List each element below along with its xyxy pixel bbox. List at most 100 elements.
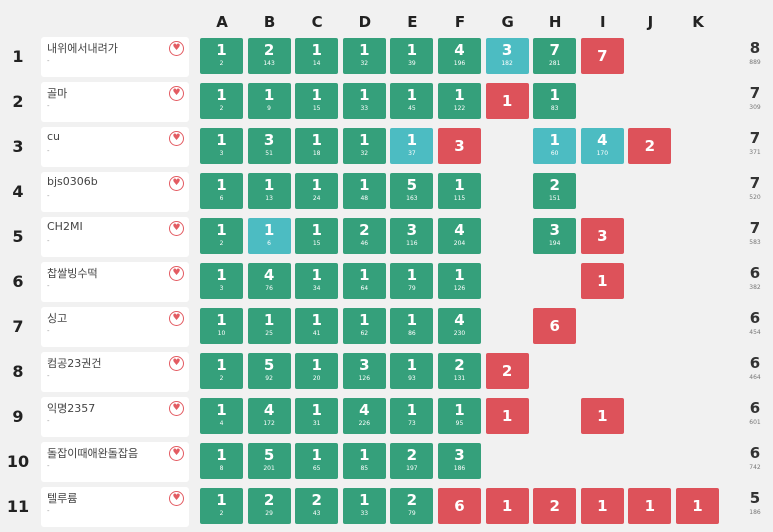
column-header-h[interactable]: H [548, 13, 562, 31]
team-name[interactable]: CH2MI [47, 220, 83, 233]
heart-icon[interactable]: ♥ [169, 266, 184, 281]
problem-cell-e[interactable]: 2 79 [390, 488, 434, 524]
team-name[interactable]: cu [47, 130, 61, 143]
problem-cell-f[interactable]: 3 186 [438, 443, 481, 479]
problem-cell-f[interactable]: 4 230 [438, 308, 481, 344]
problem-cell-h[interactable]: 1 60 [533, 128, 577, 164]
problem-cell-d[interactable]: 1 33 [342, 488, 386, 524]
heart-icon[interactable]: ♥ [169, 446, 184, 461]
team-card[interactable]: 골마 - ♥ [41, 82, 189, 122]
heart-icon[interactable]: ♥ [169, 86, 184, 101]
team-name[interactable]: 내위에서내려가 [47, 42, 118, 55]
problem-cell-h[interactable]: 3 194 [533, 218, 577, 254]
heart-icon[interactable]: ♥ [169, 401, 184, 416]
problem-cell-c[interactable]: 1 41 [295, 308, 339, 344]
problem-cell-b[interactable]: 5 92 [247, 353, 291, 389]
problem-cell-e[interactable]: 5 163 [390, 173, 434, 209]
problem-cell-e[interactable]: 1 39 [390, 38, 434, 74]
problem-cell-c[interactable]: 1 15 [295, 218, 339, 254]
problem-cell-c[interactable]: 1 65 [295, 443, 339, 479]
problem-cell-c[interactable]: 1 31 [295, 398, 339, 434]
problem-cell-i[interactable]: 7 [580, 38, 624, 74]
team-card[interactable]: 익명2357 - ♥ [41, 397, 189, 437]
column-header-i[interactable]: I [600, 13, 606, 31]
team-card[interactable]: 찹쌀빙수떡 - ♥ [41, 262, 189, 302]
column-header-d[interactable]: D [358, 13, 372, 31]
problem-cell-d[interactable]: 1 33 [342, 83, 386, 119]
problem-cell-b[interactable]: 4 172 [247, 398, 291, 434]
problem-cell-i[interactable]: 1 [580, 398, 624, 434]
team-card[interactable]: 내위에서내려가 - ♥ [41, 37, 189, 77]
problem-cell-i[interactable]: 1 [580, 488, 624, 524]
heart-icon[interactable]: ♥ [169, 491, 184, 506]
team-card[interactable]: 싱고 - ♥ [41, 307, 189, 347]
problem-cell-b[interactable]: 3 51 [247, 128, 291, 164]
problem-cell-h[interactable]: 6 [533, 308, 577, 344]
problem-cell-h[interactable]: 2 151 [533, 173, 577, 209]
problem-cell-e[interactable]: 1 45 [390, 83, 434, 119]
column-header-k[interactable]: K [692, 13, 704, 31]
column-header-a[interactable]: A [216, 13, 228, 31]
team-card[interactable]: 컴공23권건 - ♥ [41, 352, 189, 392]
column-header-f[interactable]: F [454, 13, 466, 31]
problem-cell-c[interactable]: 1 15 [295, 83, 339, 119]
problem-cell-f[interactable]: 1 95 [438, 398, 481, 434]
heart-icon[interactable]: ♥ [169, 311, 184, 326]
problem-cell-b[interactable]: 4 76 [247, 263, 291, 299]
problem-cell-e[interactable]: 1 86 [390, 308, 434, 344]
problem-cell-c[interactable]: 1 34 [295, 263, 339, 299]
problem-cell-b[interactable]: 5 201 [247, 443, 291, 479]
column-header-e[interactable]: E [407, 13, 418, 31]
problem-cell-f[interactable]: 6 [438, 488, 481, 524]
problem-cell-h[interactable]: 7 281 [533, 38, 577, 74]
team-name[interactable]: 텔루륨 [47, 492, 78, 505]
problem-cell-d[interactable]: 1 32 [342, 38, 386, 74]
problem-cell-a[interactable]: 1 10 [200, 308, 243, 344]
problem-cell-f[interactable]: 1 115 [438, 173, 481, 209]
problem-cell-g[interactable]: 2 [485, 353, 529, 389]
team-card[interactable]: CH2MI - ♥ [41, 217, 189, 257]
problem-cell-b[interactable]: 1 13 [247, 173, 291, 209]
problem-cell-e[interactable]: 1 37 [390, 128, 434, 164]
problem-cell-g[interactable]: 1 [485, 488, 529, 524]
problem-cell-c[interactable]: 1 18 [295, 128, 339, 164]
problem-cell-b[interactable]: 2 143 [247, 38, 291, 74]
problem-cell-i[interactable]: 1 [580, 263, 624, 299]
problem-cell-h[interactable]: 1 83 [533, 83, 577, 119]
problem-cell-g[interactable]: 1 [485, 83, 529, 119]
column-header-b[interactable]: B [263, 13, 276, 31]
heart-icon[interactable]: ♥ [169, 41, 184, 56]
team-name[interactable]: 익명2357 [47, 402, 96, 415]
problem-cell-c[interactable]: 1 24 [295, 173, 339, 209]
problem-cell-g[interactable]: 3 182 [485, 38, 529, 74]
column-header-g[interactable]: G [501, 13, 514, 31]
team-name[interactable]: 컴공23권건 [47, 357, 102, 370]
problem-cell-d[interactable]: 2 46 [342, 218, 386, 254]
column-header-c[interactable]: C [311, 13, 323, 31]
heart-icon[interactable]: ♥ [169, 176, 184, 191]
problem-cell-d[interactable]: 1 64 [342, 263, 386, 299]
team-card[interactable]: bjs0306b - ♥ [41, 172, 189, 212]
problem-cell-f[interactable]: 3 [438, 128, 481, 164]
problem-cell-e[interactable]: 2 197 [390, 443, 434, 479]
problem-cell-f[interactable]: 4 204 [438, 218, 481, 254]
problem-cell-f[interactable]: 1 122 [438, 83, 481, 119]
problem-cell-d[interactable]: 3 126 [342, 353, 386, 389]
team-name[interactable]: 골마 [47, 87, 68, 100]
team-card[interactable]: cu - ♥ [41, 127, 189, 167]
problem-cell-h[interactable]: 2 [533, 488, 577, 524]
team-name[interactable]: 돌잡이때애완돌잡음 [47, 447, 139, 460]
problem-cell-k[interactable]: 1 [676, 488, 719, 524]
problem-cell-d[interactable]: 4 226 [342, 398, 386, 434]
heart-icon[interactable]: ♥ [169, 131, 184, 146]
heart-icon[interactable]: ♥ [169, 221, 184, 236]
problem-cell-e[interactable]: 1 93 [390, 353, 434, 389]
team-name[interactable]: 싱고 [47, 312, 68, 325]
